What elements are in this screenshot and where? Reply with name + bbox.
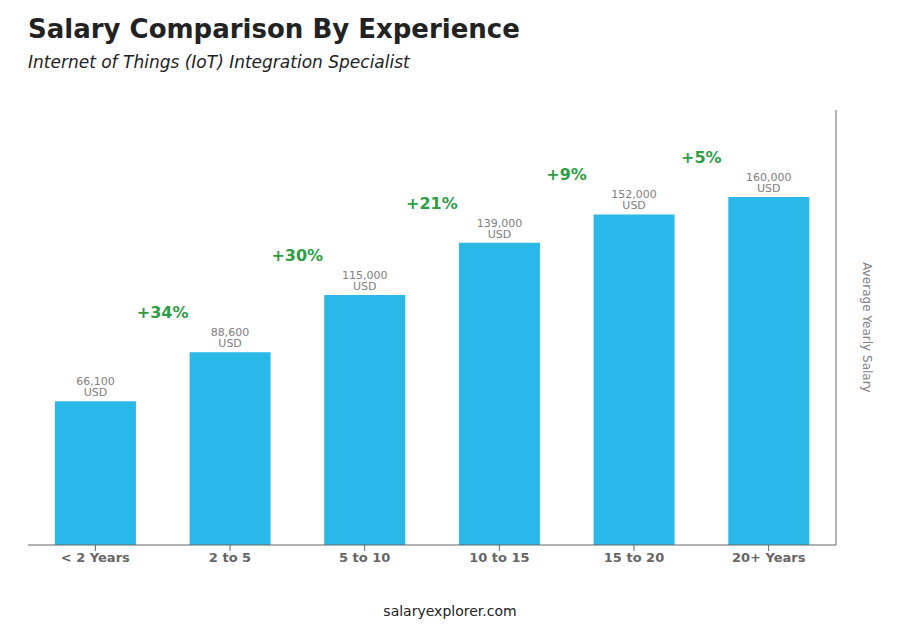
svg-text:< 2 Years: < 2 Years <box>61 550 130 565</box>
svg-text:88,600USD: 88,600USD <box>211 326 250 350</box>
html-text:Salary Comparison By Experienc: Salary Comparison By Experience <box>28 14 520 44</box>
svg-text:115,000USD: 115,000USD <box>342 269 388 293</box>
svg-text:+9%: +9% <box>546 165 587 184</box>
svg-text:152,000USD: 152,000USD <box>611 188 657 212</box>
svg-text:66,100USD: 66,100USD <box>76 375 115 399</box>
svg-text:+34%: +34% <box>137 303 189 322</box>
svg-text:160,000USD: 160,000USD <box>746 171 792 195</box>
svg-text:10 to 15: 10 to 15 <box>469 550 529 565</box>
svg-text:139,000USD: 139,000USD <box>477 217 523 241</box>
svg-text:+30%: +30% <box>271 246 323 265</box>
html-text:Internet of Things (IoT) Integ: Internet of Things (IoT) Integration Spe… <box>28 52 410 72</box>
svg-text:Average Yearly Salary: Average Yearly Salary <box>860 262 874 392</box>
html-text:salaryexplorer.com: salaryexplorer.com <box>383 603 517 619</box>
svg-text:20+ Years: 20+ Years <box>732 550 806 565</box>
svg-text:+5%: +5% <box>681 148 722 167</box>
svg-text:+21%: +21% <box>406 194 458 213</box>
svg-text:5 to 10: 5 to 10 <box>339 550 390 565</box>
svg-text:15 to 20: 15 to 20 <box>604 550 664 565</box>
svg-text:2 to 5: 2 to 5 <box>209 550 251 565</box>
